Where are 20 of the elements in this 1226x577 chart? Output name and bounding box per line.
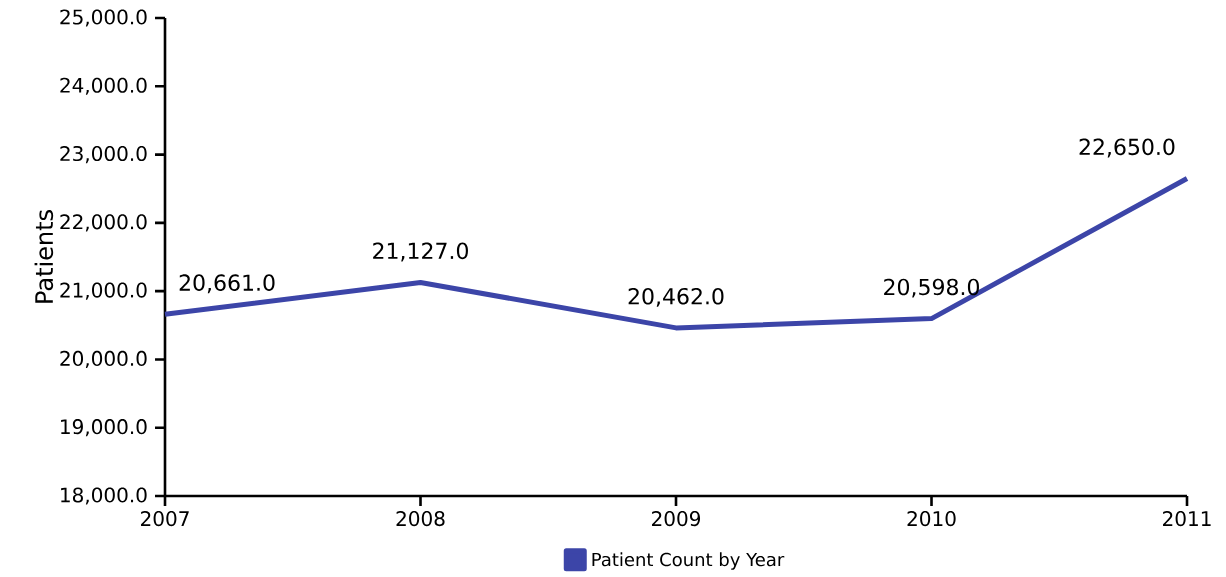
data-label: 22,650.0 [1079, 138, 1175, 158]
y-tick-label: 20,000.0 [60, 350, 147, 368]
y-tick-label: 25,000.0 [60, 9, 147, 27]
y-tick-label: 19,000.0 [61, 419, 147, 437]
x-tick-label: 2008 [396, 511, 445, 527]
x-tick-label: 2011 [1163, 511, 1211, 527]
x-tick-label: 2007 [141, 511, 189, 527]
data-label: 20,661.0 [179, 274, 275, 294]
y-axis-title: Patients [34, 210, 54, 303]
y-tick-label: 21,000.0 [60, 282, 147, 300]
data-label: 20,462.0 [628, 287, 724, 307]
legend-label: Patient Count by Year [592, 552, 785, 570]
x-tick-label: 2009 [652, 511, 701, 527]
data-label: 21,127.0 [373, 242, 468, 262]
y-tick-label: 24,000.0 [60, 77, 147, 95]
y-tick-label: 18,000.0 [61, 487, 147, 505]
data-label: 20,598.0 [884, 278, 979, 298]
x-tick-label: 2010 [907, 511, 956, 527]
y-tick-label: 22,000.0 [60, 214, 147, 232]
y-tick-label: 23,000.0 [60, 145, 147, 164]
